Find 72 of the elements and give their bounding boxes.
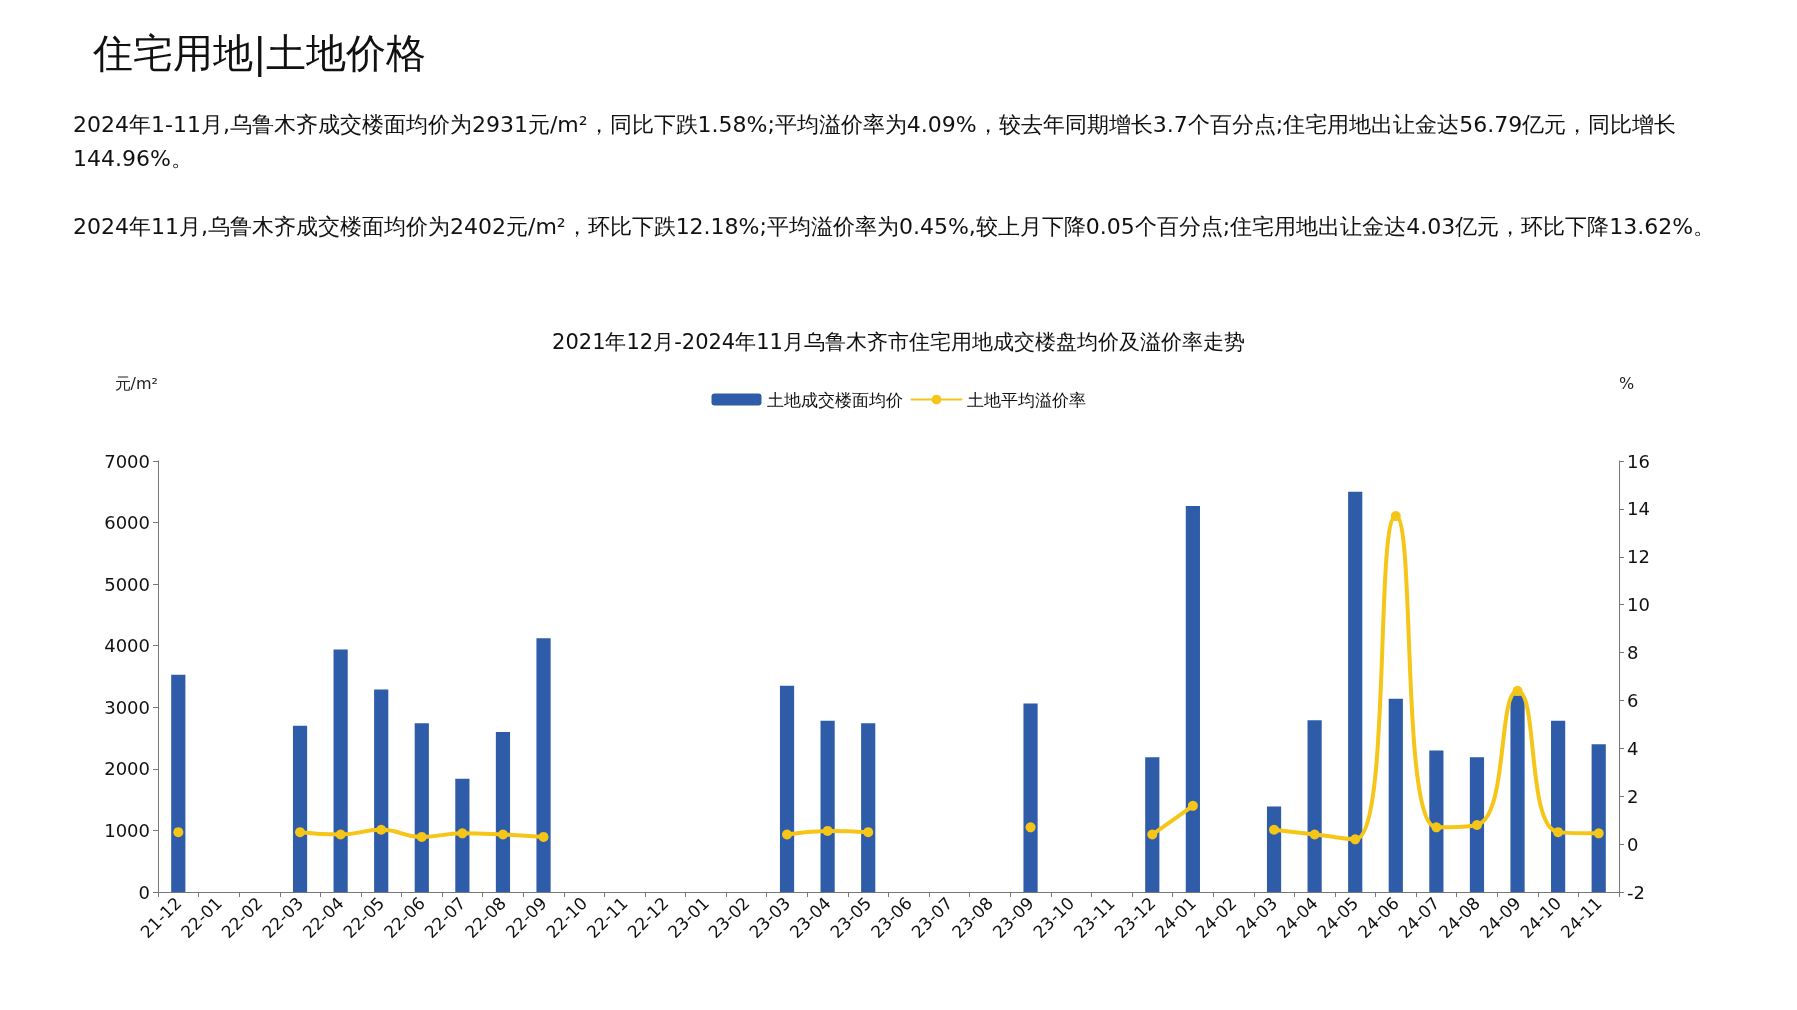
bar [1388,698,1403,892]
y2-tick-label: 12 [1627,546,1650,568]
point [863,827,874,838]
y-tick-label: 0 [138,881,150,903]
point [173,827,184,838]
point [1269,824,1280,835]
bar [1591,744,1606,892]
y2-tick-label: 4 [1627,737,1639,759]
chart-subtitle: 2021年12月-2024年11月乌鲁木齐市住宅用地成交楼盘均价及溢价率走势 [552,329,1245,354]
point [335,829,346,840]
point [538,831,549,842]
y2-tick-label: 0 [1627,833,1639,855]
y2-tick-label: 6 [1627,689,1639,711]
point [416,831,427,842]
bar [779,685,795,892]
bar [1510,695,1525,892]
bar [171,674,186,892]
y2-tick-label: 2 [1627,785,1639,807]
bar [1469,757,1485,892]
point [1431,822,1442,833]
legend-label: 土地成交楼面均价 [766,389,903,410]
y-tick-label: 5000 [104,573,150,595]
point [1390,511,1401,522]
bar [333,649,348,892]
point [1553,827,1564,838]
bar [1185,505,1200,892]
y-tick-label: 3000 [104,696,150,718]
y-tick-label: 6000 [104,512,150,534]
bar [1145,757,1160,892]
bar [1023,703,1038,892]
bar [536,638,551,892]
bar [455,778,470,892]
y-axis-title: 元/m² [114,373,158,393]
y-tick-label: 2000 [104,758,150,780]
bar [1307,720,1322,892]
bar [1551,720,1566,892]
y-tick-label: 1000 [104,819,150,841]
point [295,827,306,838]
point [1187,800,1198,811]
bar [292,725,308,892]
point [1147,829,1158,840]
y2-tick-label: 10 [1627,594,1650,616]
point [457,828,468,839]
text: 2024年11月,乌鲁木齐成交楼面均价为2402元/m²，环比下跌12.18%;平均溢价率为0.45%,较上月下降0.05个百分点;住宅用地出让金达4.03亿元，环比下降13.62%。 [72,213,1717,241]
legend-label: 土地平均溢价率 [966,389,1086,410]
point [497,829,508,840]
point [782,829,793,840]
y2-tick-label: 8 [1627,642,1639,664]
point [1471,819,1482,830]
y-tick-label: 7000 [104,450,150,472]
point [1350,834,1361,845]
bar [861,723,876,892]
point [822,825,833,836]
bar [820,720,835,892]
y2-tick-label: -2 [1627,881,1645,903]
bar [374,689,389,892]
bar [1266,806,1282,892]
point [1512,685,1523,696]
bar [1429,750,1444,892]
y2-tick-label: 16 [1627,450,1650,472]
bar [414,723,429,892]
point [1593,828,1604,839]
point [1309,829,1320,840]
chart-title: 住宅用地|土地价格 [92,29,428,79]
y2-axis-title: % [1619,373,1635,393]
y2-tick-label: 14 [1627,498,1650,520]
y-tick-label: 4000 [104,635,150,657]
bar [495,731,511,892]
point [1025,822,1036,833]
bar [1348,491,1363,892]
text: 2024年1-11月,乌鲁木齐成交楼面均价为2931元/m²，同比下跌1.58%;平均溢价率为4.09%，较去年同期增长3.7个百分点;住宅用地出让金达56.79亿元，同比增长144.96%。 [72,111,1678,173]
point [376,824,387,835]
